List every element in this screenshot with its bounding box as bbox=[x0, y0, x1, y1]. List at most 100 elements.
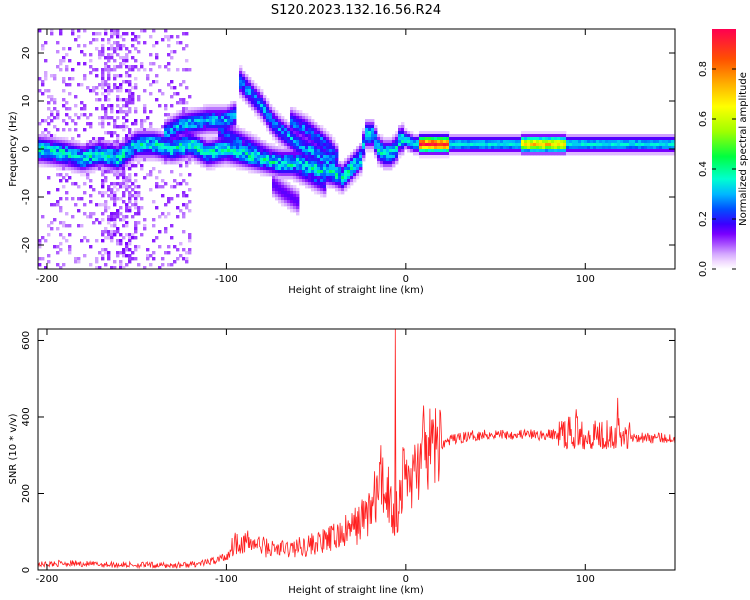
heatmap-cell bbox=[248, 95, 252, 99]
heatmap-cell bbox=[350, 152, 354, 156]
heatmap-cell bbox=[614, 152, 618, 156]
heatmap-cell bbox=[563, 134, 567, 138]
heatmap-cell bbox=[293, 137, 297, 141]
heatmap-cell bbox=[659, 137, 663, 141]
heatmap-cell bbox=[119, 266, 123, 270]
heatmap-cell bbox=[587, 137, 591, 141]
heatmap-cell bbox=[569, 152, 573, 156]
heatmap-cell bbox=[173, 140, 177, 144]
heatmap-cell bbox=[170, 158, 174, 162]
heatmap-cell bbox=[101, 47, 105, 51]
heatmap-cell bbox=[602, 143, 606, 147]
heatmap-cell bbox=[272, 161, 276, 165]
heatmap-cell bbox=[566, 137, 570, 141]
heatmap-cell bbox=[503, 146, 507, 150]
heatmap-cell bbox=[101, 107, 105, 111]
heatmap-cell bbox=[266, 113, 270, 117]
heatmap-cell bbox=[629, 149, 633, 153]
heatmap-cell bbox=[530, 134, 534, 138]
heatmap-cell bbox=[104, 140, 108, 144]
heatmap-cell bbox=[164, 125, 168, 129]
heatmap-cell bbox=[551, 140, 555, 144]
heatmap-cell bbox=[446, 137, 450, 141]
heatmap-cell bbox=[377, 143, 381, 147]
heatmap-cell bbox=[617, 137, 621, 141]
heatmap-cell bbox=[467, 140, 471, 144]
heatmap-cell bbox=[203, 128, 207, 132]
heatmap-cell bbox=[125, 110, 129, 114]
heatmap-cell bbox=[128, 158, 132, 162]
heatmap-cell bbox=[110, 149, 114, 153]
heatmap-cell bbox=[83, 161, 87, 165]
heatmap-cell bbox=[86, 173, 90, 177]
heatmap-cell bbox=[545, 149, 549, 153]
heatmap-cell bbox=[530, 137, 534, 141]
heatmap-cell bbox=[224, 107, 228, 111]
heatmap-cell bbox=[188, 161, 192, 165]
heatmap-cell bbox=[344, 167, 348, 171]
heatmap-cell bbox=[119, 47, 123, 51]
heatmap-cell bbox=[44, 161, 48, 165]
heatmap-cell bbox=[71, 146, 75, 150]
heatmap-cell bbox=[254, 137, 258, 141]
heatmap-cell bbox=[302, 143, 306, 147]
heatmap-cell bbox=[203, 107, 207, 111]
heatmap-cell bbox=[107, 152, 111, 156]
heatmap-cell bbox=[290, 137, 294, 141]
heatmap-cell bbox=[383, 146, 387, 150]
heatmap-cell bbox=[116, 149, 120, 153]
heatmap-cell bbox=[188, 248, 192, 252]
heatmap-cell bbox=[293, 107, 297, 111]
heatmap-cell bbox=[521, 149, 525, 153]
heatmap-cell bbox=[188, 143, 192, 147]
heatmap-cell bbox=[182, 155, 186, 159]
heatmap-cell bbox=[113, 152, 117, 156]
heatmap-cell bbox=[125, 188, 129, 192]
heatmap-cell bbox=[275, 191, 279, 195]
heatmap-cell bbox=[65, 239, 69, 243]
heatmap-cell bbox=[83, 104, 87, 108]
heatmap-cell bbox=[620, 143, 624, 147]
heatmap-cell bbox=[152, 251, 156, 255]
heatmap-cell bbox=[434, 152, 438, 156]
heatmap-cell bbox=[107, 185, 111, 189]
heatmap-cell bbox=[308, 137, 312, 141]
heatmap-cell bbox=[158, 137, 162, 141]
heatmap-cell bbox=[155, 143, 159, 147]
heatmap-cell bbox=[623, 152, 627, 156]
heatmap-cell bbox=[68, 116, 72, 120]
heatmap-cell bbox=[263, 140, 267, 144]
heatmap-cell bbox=[401, 122, 405, 126]
heatmap-cell bbox=[548, 131, 552, 135]
heatmap-cell bbox=[182, 80, 186, 84]
heatmap-cell bbox=[326, 179, 330, 183]
colorbar-tick-label: 0.2 bbox=[698, 211, 709, 227]
heatmap-cell bbox=[572, 143, 576, 147]
heatmap-cell bbox=[329, 185, 333, 189]
heatmap-cell bbox=[98, 146, 102, 150]
heatmap-cell bbox=[290, 119, 294, 123]
heatmap-cell bbox=[167, 146, 171, 150]
heatmap-cell bbox=[44, 74, 48, 78]
heatmap-cell bbox=[200, 149, 204, 153]
heatmap-cell bbox=[179, 110, 183, 114]
heatmap-cell bbox=[209, 143, 213, 147]
heatmap-cell bbox=[59, 152, 63, 156]
heatmap-cell bbox=[317, 185, 321, 189]
heatmap-cell bbox=[137, 143, 141, 147]
heatmap-cell bbox=[275, 128, 279, 132]
heatmap-cell bbox=[251, 164, 255, 168]
heatmap-cell bbox=[293, 194, 297, 198]
heatmap-cell bbox=[176, 113, 180, 117]
heatmap-cell bbox=[281, 140, 285, 144]
heatmap-cell bbox=[587, 140, 591, 144]
heatmap-cell bbox=[254, 158, 258, 162]
heatmap-cell bbox=[194, 140, 198, 144]
heatmap-cell bbox=[296, 206, 300, 210]
heatmap-cell bbox=[125, 233, 129, 237]
heatmap-cell bbox=[263, 161, 267, 165]
heatmap-cell bbox=[149, 140, 153, 144]
heatmap-cell bbox=[488, 137, 492, 141]
heatmap-cell bbox=[281, 125, 285, 129]
heatmap-cell bbox=[227, 131, 231, 135]
